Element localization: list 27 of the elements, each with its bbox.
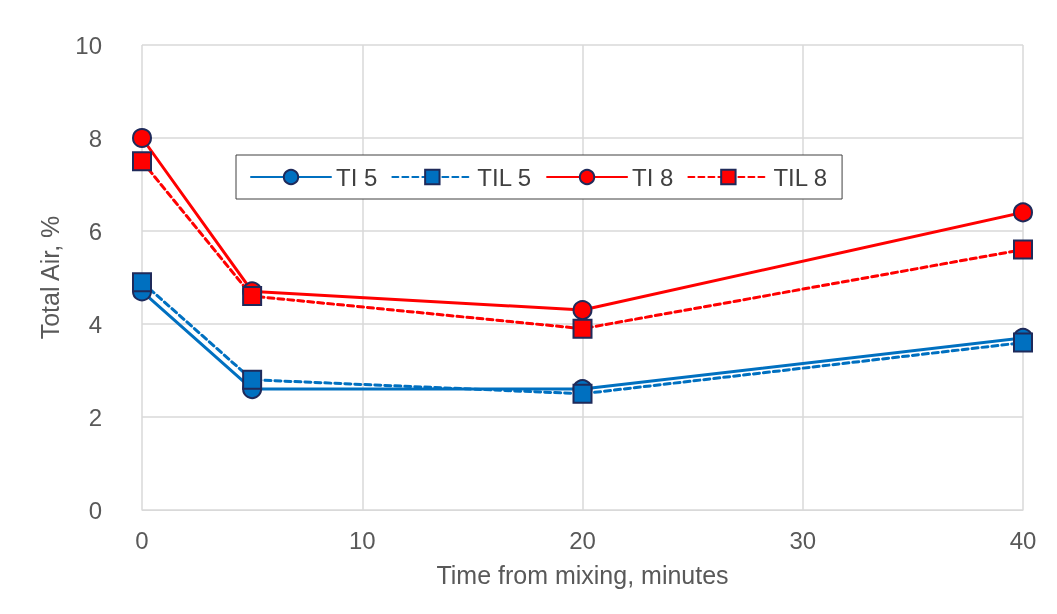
point	[242, 286, 263, 307]
point	[242, 369, 263, 390]
point	[132, 272, 152, 293]
y-tick-label: 0	[88, 496, 102, 524]
x-tick-label: 10	[348, 526, 376, 554]
y-tick-label: 6	[88, 217, 102, 245]
point	[1013, 239, 1033, 260]
x-tick-label: 40	[1009, 526, 1037, 554]
point	[1013, 332, 1033, 353]
legend-label: TIL 8	[773, 163, 828, 191]
y-tick-label: 2	[88, 403, 102, 431]
legend-label: TIL 5	[477, 163, 532, 191]
y-tick-label: 4	[88, 310, 102, 338]
legend-label: TI 8	[632, 163, 674, 191]
legend-label: TI 5	[336, 163, 378, 191]
y-tick-label: 8	[88, 124, 102, 152]
x-tick-label: 30	[789, 526, 817, 554]
x-tick-label: 0	[135, 526, 149, 554]
point	[572, 318, 593, 339]
y-tick-label: 10	[75, 31, 102, 59]
y-axis-title: Total Air, %	[35, 215, 64, 340]
point	[132, 128, 152, 148]
point	[1013, 202, 1033, 223]
point	[132, 151, 152, 172]
x-tick-label: 20	[569, 526, 596, 554]
x-axis-title: Time from mixing, minutes	[436, 560, 729, 589]
point	[572, 300, 593, 321]
